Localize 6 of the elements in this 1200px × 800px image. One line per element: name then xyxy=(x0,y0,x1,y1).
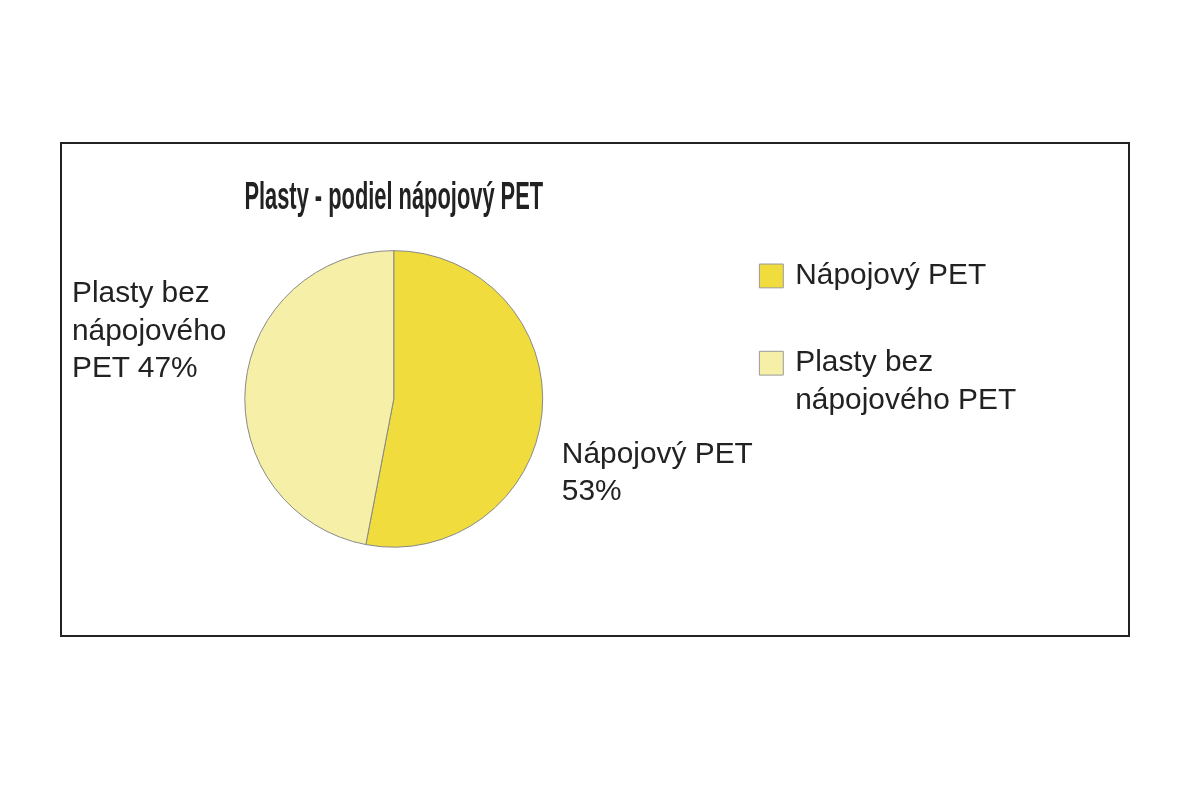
chart-title: Plasty - podiel nápojový PET xyxy=(244,172,544,218)
legend-label: Plasty bez nápojového PET xyxy=(795,344,1017,416)
slice-label: Nápojový PET xyxy=(561,435,753,469)
data-label: 53% xyxy=(561,473,622,507)
legend-label: Nápojový PET xyxy=(795,257,987,291)
category-label: Plasty bez nápojového PET 47% xyxy=(71,275,227,384)
